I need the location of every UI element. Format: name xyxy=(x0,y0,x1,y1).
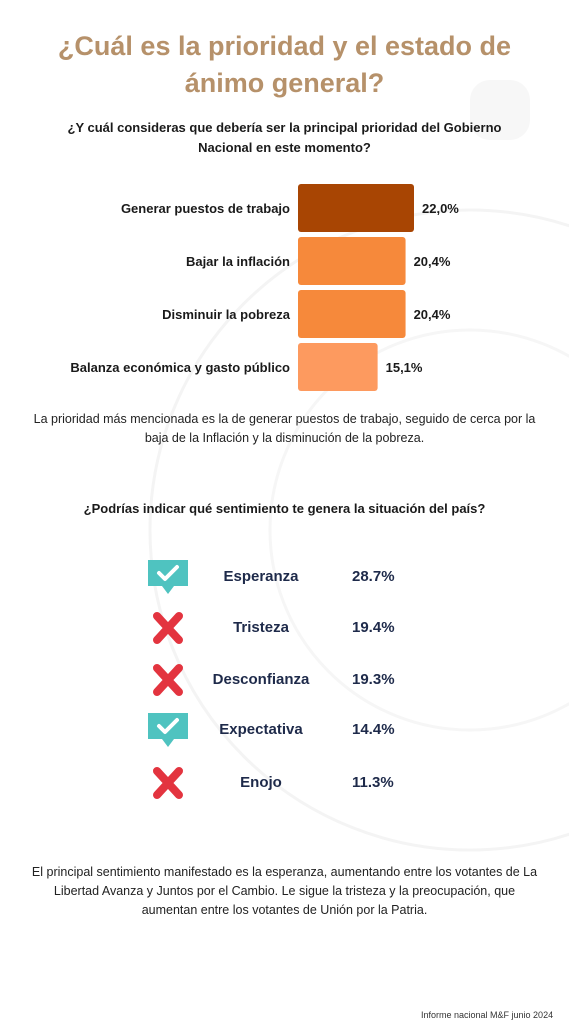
sentiment-value: 14.4% xyxy=(352,721,395,738)
sentiment-summary: El principal sentimiento manifestado es … xyxy=(31,865,538,917)
priority-summary: La prioridad más mencionada es la de gen… xyxy=(33,412,536,445)
bar-2 xyxy=(298,290,406,338)
bar-value-label: 20,4% xyxy=(414,254,451,269)
cross-icon xyxy=(153,612,183,644)
sentiment-label: Esperanza xyxy=(223,568,299,585)
sentiment-row-enojo: Enojo 11.3% xyxy=(0,763,569,803)
bar-value-label: 22,0% xyxy=(422,201,459,216)
sentiment-row-esperanza: Esperanza 28.7% xyxy=(0,557,569,597)
sentiment-row-expectativa: Expectativa 14.4% xyxy=(0,710,569,750)
cross-icon xyxy=(153,664,183,696)
bar-category-label: Generar puestos de trabajo xyxy=(121,201,290,216)
priority-bar-chart: Generar puestos de trabajo 22,0% Bajar la … xyxy=(70,184,459,391)
priority-question: ¿Y cuál consideras que debería ser la pr… xyxy=(67,120,502,155)
sentiment-label: Expectativa xyxy=(219,721,303,738)
sentiment-row-tristeza: Tristeza 19.4% xyxy=(0,608,569,648)
cross-icon xyxy=(153,767,183,799)
bar-value-label: 15,1% xyxy=(386,360,423,375)
sentiment-value: 19.3% xyxy=(352,671,395,688)
bar-category-label: Balanza económica y gasto público xyxy=(70,360,290,375)
sentiment-row-desconfianza: Desconfianza 19.3% xyxy=(0,660,569,700)
footer-source: Informe nacional M&F junio 2024 xyxy=(421,1010,554,1020)
check-bubble-icon xyxy=(148,713,188,747)
check-bubble-icon xyxy=(148,560,188,594)
sentiment-question: ¿Podrías indicar qué sentimiento te gene… xyxy=(83,501,486,516)
bar-category-label: Disminuir la pobreza xyxy=(162,307,291,322)
page-title: ¿Cuál es la prioridad y el estado de áni… xyxy=(57,31,512,98)
bar-3 xyxy=(298,343,378,391)
sentiment-label: Tristeza xyxy=(233,619,289,636)
sentiment-value: 11.3% xyxy=(352,774,394,791)
bar-category-label: Bajar la inflación xyxy=(186,254,290,269)
sentiment-label: Enojo xyxy=(240,774,282,791)
sentiment-value: 19.4% xyxy=(352,619,395,636)
bar-0 xyxy=(298,184,414,232)
sentiment-value: 28.7% xyxy=(352,568,395,585)
bar-value-label: 20,4% xyxy=(414,307,451,322)
bar-1 xyxy=(298,237,406,285)
sentiment-label: Desconfianza xyxy=(212,671,310,688)
